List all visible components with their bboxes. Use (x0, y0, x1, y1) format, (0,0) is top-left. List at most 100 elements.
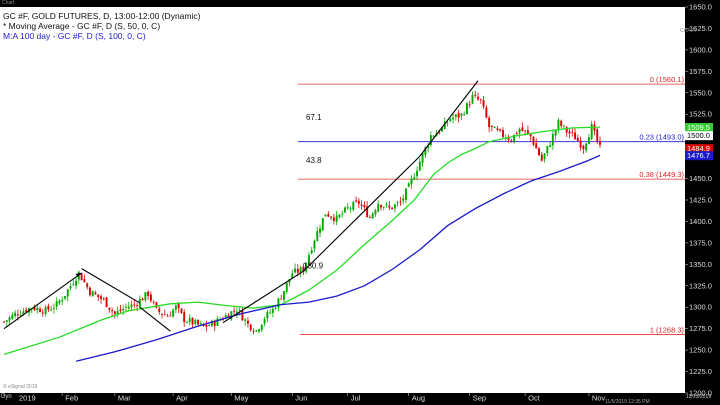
candle-body (515, 133, 518, 134)
candle-body (252, 330, 255, 332)
candle-body (357, 200, 360, 204)
candle-body (310, 250, 313, 254)
candle-body (113, 311, 116, 314)
candle-body (16, 314, 19, 316)
candle-body (410, 178, 413, 185)
candle-body (238, 310, 241, 311)
candle-body (393, 204, 396, 209)
candle-body (526, 130, 529, 134)
candle-body (55, 301, 58, 307)
candle-body (324, 214, 327, 217)
candle-body (391, 207, 394, 210)
x-tick-label: Sep (473, 394, 486, 403)
trendline-arrowhead (75, 272, 82, 277)
candle-body (349, 207, 352, 209)
candle-body (416, 170, 419, 177)
candle-body (291, 273, 294, 279)
candle-body (283, 291, 285, 300)
x-axis-background (0, 393, 685, 405)
x-tick-label: Nov (592, 394, 606, 403)
candle-body (246, 320, 249, 324)
legend-ma50: * Moving Average - GC #F, D (S, 50, 0, C… (3, 21, 161, 31)
trendline (302, 155, 421, 272)
dynamic-label[interactable]: Dyn (1, 394, 12, 400)
candle-body (346, 207, 349, 209)
candle-body (443, 121, 446, 130)
candle-body (432, 135, 435, 137)
candle-body (86, 283, 89, 288)
candle-body (457, 113, 460, 118)
candle-body (36, 307, 39, 311)
candle-body (33, 307, 36, 310)
candle-body (260, 324, 263, 330)
x-tick-label: Oct (528, 394, 541, 403)
trendline (222, 270, 304, 324)
candle-body (105, 297, 108, 308)
candle-body (72, 284, 75, 286)
legend-title: GC #F, GOLD FUTURES, D, 13:00-12:00 (Dyn… (3, 11, 201, 21)
candle-body (191, 317, 194, 325)
candle-body (235, 311, 238, 313)
candle-body (499, 129, 502, 131)
candle-body (294, 268, 297, 273)
candle-body (465, 103, 468, 115)
candle-body (441, 127, 443, 132)
legend-ma100: M:A 100 day - GC #F, D (S, 100, 0, C) (3, 31, 146, 41)
trendline (3, 272, 82, 330)
trendline (81, 268, 141, 304)
candle-body (438, 131, 441, 133)
fib-label: 0.23 (1493.0) (639, 133, 684, 142)
fibonacci-levels: 0 (1560.1) 0.23 (1493.0) 0.38 (1449.3) 1 (1… (298, 75, 685, 335)
candle-body (482, 100, 485, 107)
candle-body (8, 317, 11, 321)
candle-body (382, 206, 385, 208)
y-tick-label: 1275.0 (689, 324, 712, 333)
x-tick-label: May (234, 394, 248, 403)
candle-body (490, 125, 493, 127)
candle-body (199, 323, 202, 325)
candle-body (468, 103, 471, 105)
candle-body (285, 282, 288, 292)
price-label: 1476.7 (687, 151, 710, 160)
candle-body (305, 262, 308, 272)
price-label: 1500.0 (687, 131, 710, 140)
candle-body (535, 143, 538, 149)
y-tick-label: 1250.0 (689, 346, 712, 355)
candle-body (75, 280, 78, 286)
candle-body (546, 145, 549, 154)
candle-body (518, 128, 521, 134)
candle-body (341, 213, 344, 215)
candle-body (80, 273, 83, 281)
candle-body (61, 299, 64, 302)
candle-body (155, 302, 158, 308)
candle-body (58, 300, 61, 303)
watermark: © eSignal 2019 (3, 384, 38, 390)
candle-body (587, 137, 590, 145)
candle-body (269, 312, 272, 314)
price-label-box (685, 144, 713, 154)
candle-body (377, 203, 380, 212)
chart-tab[interactable]: Chart (2, 0, 15, 6)
candle-body (327, 214, 330, 217)
candle-body (194, 320, 197, 325)
candle-body (366, 206, 369, 218)
candle-body (19, 314, 22, 316)
candle-body (266, 311, 269, 319)
candle-body (477, 96, 479, 100)
candle-body (14, 312, 17, 316)
candle-body (149, 294, 152, 301)
candle-body (205, 324, 208, 327)
candle-body (180, 308, 183, 313)
candle-body (407, 183, 410, 187)
candle-body (330, 216, 333, 218)
candle-body (271, 308, 274, 313)
y-tick-label: 1625.0 (689, 24, 712, 33)
x-tick-label: Aug (412, 394, 425, 403)
trendlines (3, 80, 479, 332)
x-tick-label: Feb (65, 394, 78, 403)
candle-body (91, 291, 94, 297)
candle-body (169, 315, 172, 317)
candle-body (549, 145, 552, 147)
plot-background (0, 7, 685, 393)
